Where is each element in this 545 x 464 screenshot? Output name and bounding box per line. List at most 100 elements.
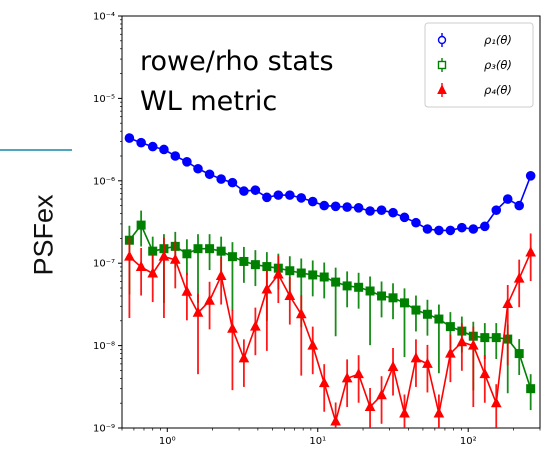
data-point [526, 384, 536, 394]
data-point [456, 336, 468, 347]
data-point [273, 190, 284, 200]
data-point [204, 294, 215, 305]
data-point [353, 368, 364, 379]
x-tick-label: 10⁰ [159, 436, 176, 447]
series-line-segment [426, 363, 440, 414]
data-point [341, 372, 353, 383]
divider-line [0, 149, 72, 151]
data-point [193, 244, 203, 254]
series-line-segment [472, 345, 486, 375]
data-point [239, 256, 249, 266]
data-point [364, 400, 376, 411]
data-point [434, 225, 444, 236]
data-point [490, 397, 502, 408]
data-point [227, 177, 238, 188]
data-point [491, 333, 501, 343]
data-point [354, 282, 364, 292]
data-point [192, 306, 204, 317]
series-line-segment [311, 345, 325, 384]
data-point [148, 246, 158, 256]
data-point [422, 309, 432, 319]
data-point [330, 201, 341, 212]
data-point [147, 141, 158, 152]
data-point [136, 220, 146, 230]
data-point [262, 262, 272, 272]
data-point [467, 339, 479, 350]
data-point [445, 347, 456, 358]
data-point [181, 285, 193, 296]
legend-box [424, 22, 534, 108]
data-point [513, 272, 525, 283]
data-point [525, 246, 537, 257]
x-tick-label: 10¹ [309, 436, 326, 447]
data-point [445, 322, 455, 332]
legend-label: ρ₃(θ) [484, 58, 512, 72]
data-point [204, 169, 215, 180]
series-line-segment [334, 378, 348, 422]
data-point [342, 281, 352, 291]
series-line-segment [220, 275, 234, 329]
data-point [388, 293, 398, 303]
series-line-segment [323, 382, 337, 422]
data-point [215, 269, 227, 280]
data-point [216, 246, 226, 256]
data-point [330, 415, 341, 426]
data-point [182, 249, 192, 259]
series-line-segment [518, 353, 532, 389]
series-line-segment [518, 175, 532, 206]
legend-label: ρ₁(θ) [484, 33, 512, 47]
data-point [262, 192, 272, 203]
data-point [331, 277, 341, 287]
data-point [399, 298, 409, 308]
data-point [468, 224, 479, 234]
data-point [285, 190, 295, 200]
series-line-segment [243, 326, 257, 359]
data-point [422, 357, 433, 368]
data-point [399, 212, 410, 223]
data-point [216, 174, 226, 184]
series-line-segment [507, 278, 520, 305]
data-point [376, 389, 387, 400]
data-point [169, 253, 181, 264]
series-line-segment [484, 373, 498, 404]
series-line-segment [380, 366, 394, 396]
data-point [238, 352, 250, 363]
data-point [158, 250, 170, 261]
data-point [342, 202, 352, 212]
data-point [480, 221, 490, 232]
data-point [399, 407, 410, 418]
data-point [376, 205, 387, 215]
series-line-segment [174, 259, 188, 293]
legend-marker [437, 35, 447, 45]
data-point [434, 314, 444, 324]
legend-marker [437, 84, 447, 94]
data-point [296, 268, 306, 278]
data-point [147, 267, 159, 278]
series-line-segment [403, 358, 417, 414]
legend-label: ρ₄(θ) [484, 83, 512, 97]
data-point [514, 349, 524, 359]
data-point [491, 205, 502, 215]
data-point [480, 333, 490, 343]
data-point [457, 222, 467, 233]
data-point [377, 291, 387, 301]
data-point [353, 203, 364, 213]
data-point [308, 270, 318, 280]
legend: ρ₁(θ) ρ₃(θ) ρ₄(θ) [424, 22, 534, 108]
row-label-text: PSFex [28, 194, 59, 276]
y-tick-label: 10⁻⁸ [93, 341, 115, 352]
data-point [445, 225, 456, 236]
data-point [124, 250, 135, 261]
data-point [318, 377, 330, 388]
data-point [525, 170, 536, 181]
data-point [205, 244, 215, 254]
series-line-segment [495, 303, 509, 404]
row-label: PSFex [14, 160, 74, 310]
x-tick-label: 10² [460, 436, 477, 447]
data-point [479, 368, 491, 379]
data-point [250, 185, 261, 195]
data-point [170, 151, 181, 161]
annotation-line: rowe/rho stats [140, 46, 334, 77]
